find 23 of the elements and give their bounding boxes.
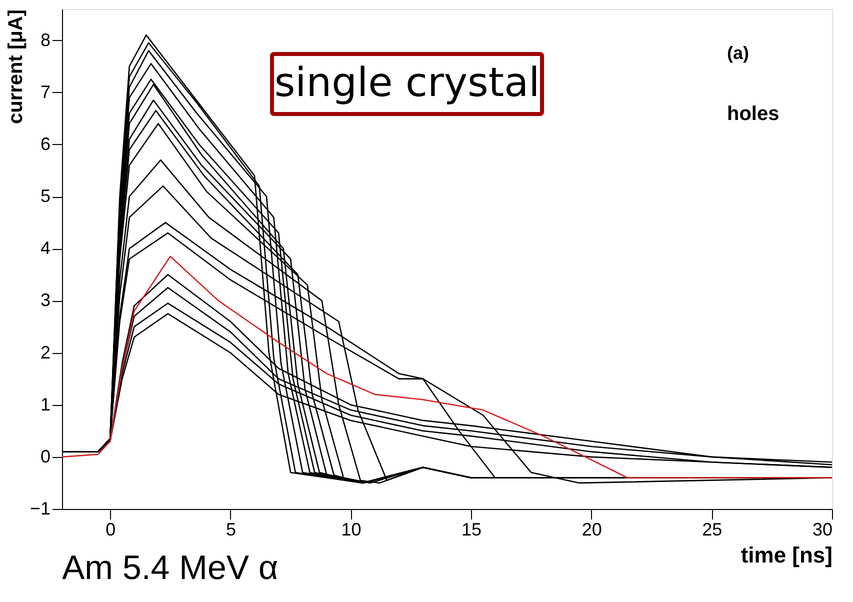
y-tick-label: 2 [40, 342, 50, 362]
x-tick-label: 25 [702, 520, 722, 540]
y-tick-label: 7 [40, 82, 50, 102]
y-tick-label: −1 [30, 498, 50, 518]
annotation: single crystal [274, 60, 540, 106]
y-tick-label: 5 [40, 186, 50, 206]
y-tick-label: 6 [40, 134, 50, 154]
y-axis-title: current [μA] [4, 10, 27, 124]
annotation: holes [727, 103, 780, 125]
annotation: (a) [727, 43, 750, 63]
text: Am 5.4 MeV α [62, 549, 278, 587]
x-tick-label: 15 [462, 520, 482, 540]
x-tick-label: 10 [341, 520, 362, 540]
x-tick-label: 5 [226, 520, 236, 540]
y-tick-label: 4 [40, 238, 50, 258]
y-tick-label: 3 [40, 290, 50, 310]
x-tick-label: 30 [812, 520, 832, 540]
x-tick-label: 0 [106, 520, 116, 540]
y-tick-label: 1 [40, 394, 50, 414]
x-axis-title: time [ns] [740, 542, 832, 568]
y-tick-label: 8 [40, 30, 50, 50]
y-tick-label: 0 [40, 446, 50, 466]
x-tick-label: 20 [582, 520, 602, 540]
